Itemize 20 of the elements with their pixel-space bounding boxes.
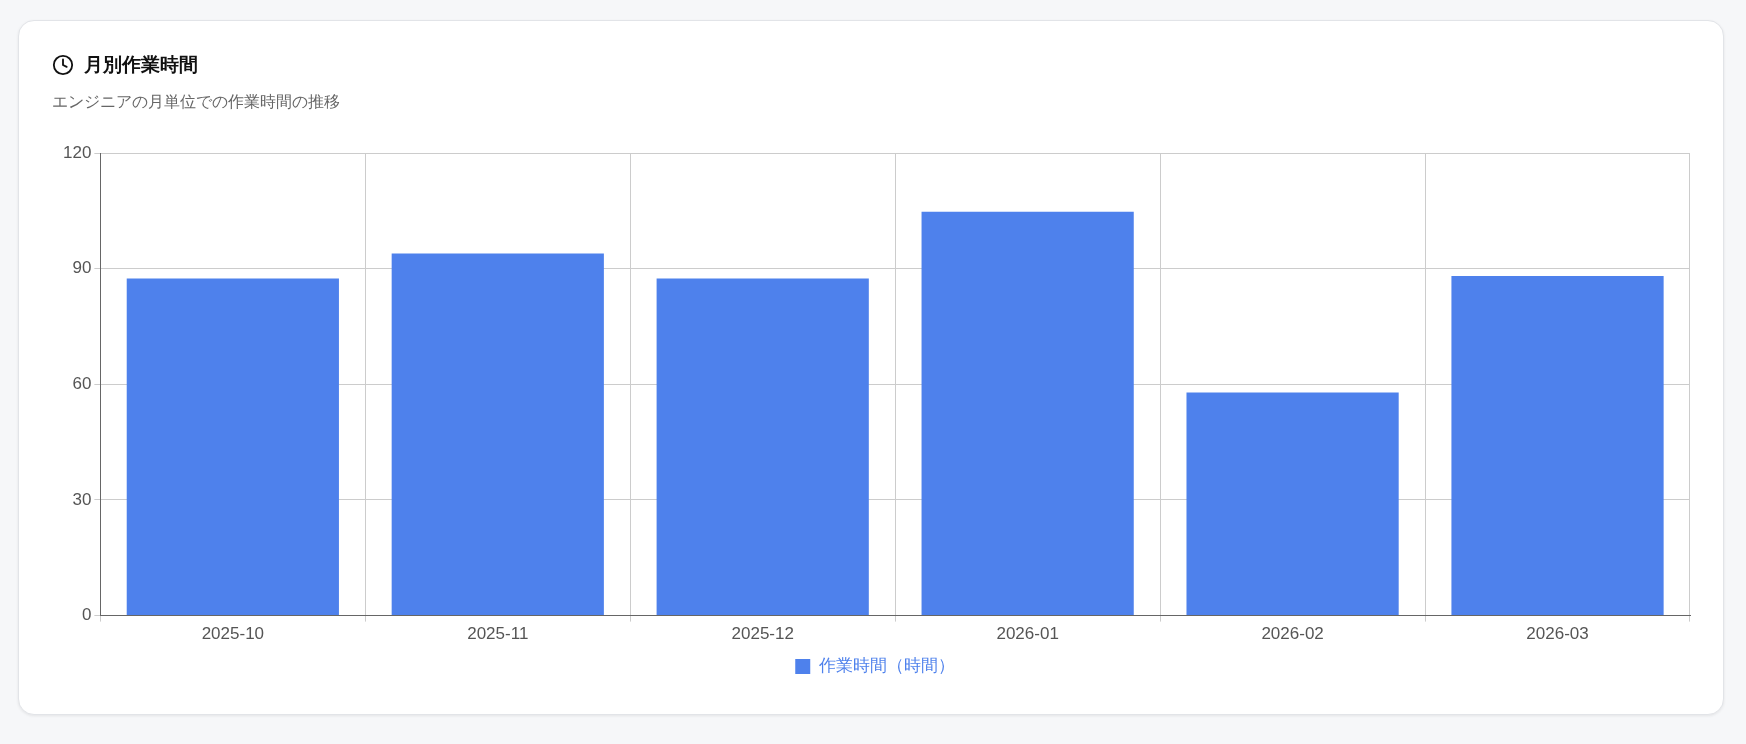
chart-subtitle: エンジニアの月単位での作業時間の推移 bbox=[52, 92, 340, 113]
y-tick-label: 0 bbox=[81, 605, 92, 625]
x-tick-label: 2025-10 bbox=[201, 624, 265, 644]
bar bbox=[921, 211, 1134, 616]
bar bbox=[1186, 392, 1399, 616]
legend-label: 作業時間（時間） bbox=[817, 654, 955, 675]
bar bbox=[391, 253, 604, 616]
y-tick-label: 60 bbox=[72, 374, 92, 394]
x-tick-label: 2025-11 bbox=[467, 624, 529, 644]
y-tick-label: 30 bbox=[72, 489, 92, 509]
x-tick-label: 2025-12 bbox=[731, 624, 794, 644]
y-tick-label: 90 bbox=[72, 258, 92, 278]
bar bbox=[1451, 276, 1664, 616]
chart-title: 月別作業時間 bbox=[84, 52, 198, 77]
x-tick-label: 2026-02 bbox=[1261, 624, 1324, 644]
x-tick-label: 2026-03 bbox=[1526, 624, 1589, 644]
bar bbox=[656, 278, 869, 616]
bar bbox=[126, 278, 339, 616]
y-tick-label: 120 bbox=[62, 142, 92, 162]
x-tick-label: 2026-01 bbox=[996, 624, 1059, 644]
